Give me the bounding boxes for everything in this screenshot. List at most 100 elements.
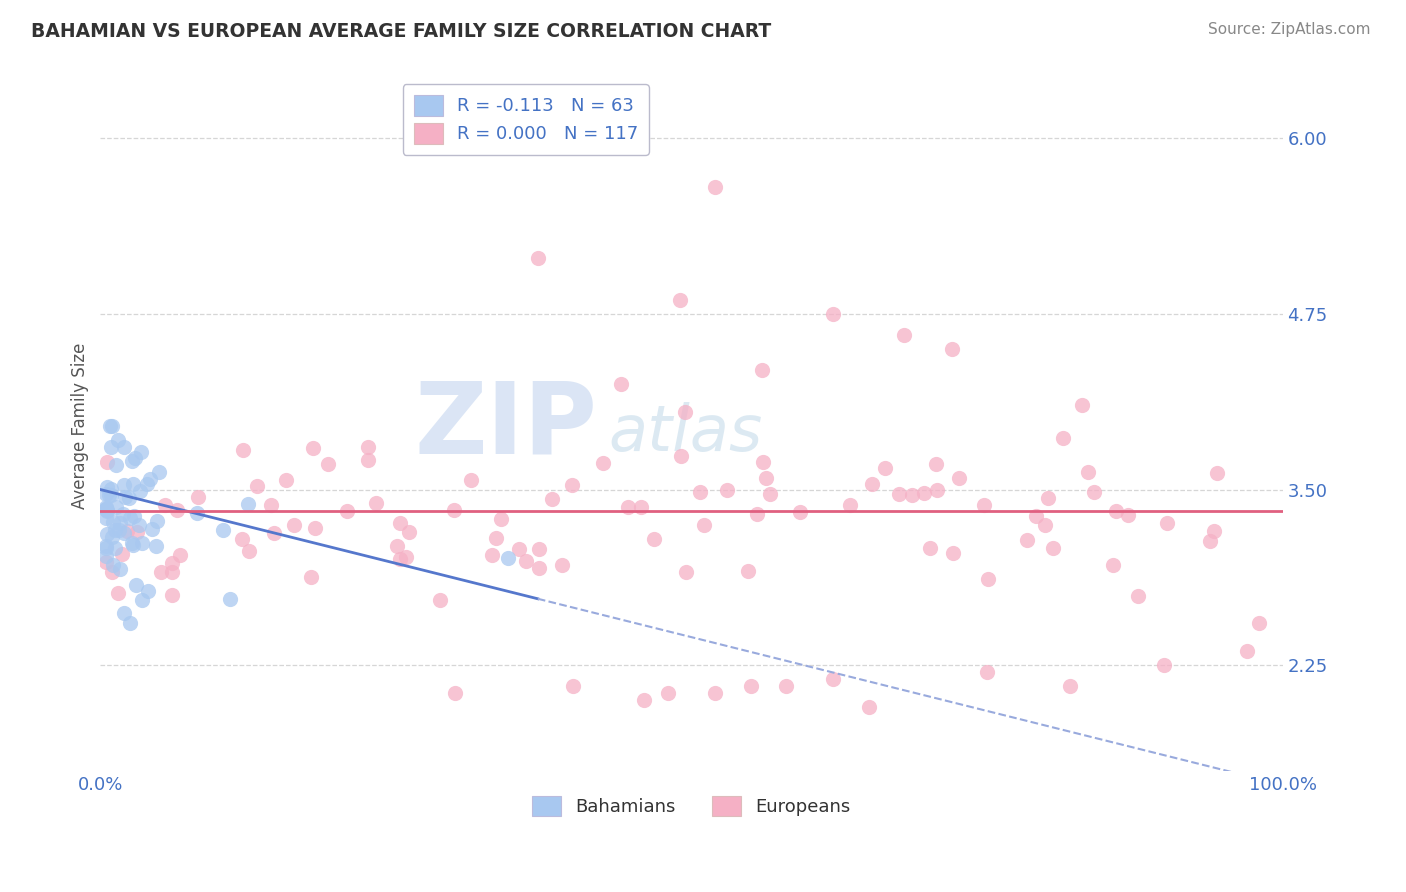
- Point: [118, 616, 141, 631]
- Point: [669, 450, 692, 464]
- Point: [304, 521, 326, 535]
- Point: [107, 434, 129, 448]
- Point: [1070, 398, 1092, 412]
- Point: [948, 471, 970, 485]
- Point: [96, 511, 118, 525]
- Point: [540, 491, 562, 506]
- Point: [398, 524, 420, 539]
- Point: [96, 503, 118, 517]
- Point: [740, 679, 762, 693]
- Point: [752, 455, 775, 469]
- Point: [633, 693, 655, 707]
- Point: [187, 490, 209, 504]
- Point: [136, 476, 159, 491]
- Point: [704, 686, 727, 700]
- Point: [1052, 431, 1074, 445]
- Point: [893, 327, 915, 342]
- Point: [389, 516, 412, 531]
- Point: [491, 511, 513, 525]
- Point: [561, 478, 583, 492]
- Point: [100, 482, 122, 496]
- Point: [96, 501, 118, 516]
- Point: [617, 500, 640, 514]
- Point: [186, 506, 208, 520]
- Point: [112, 441, 135, 455]
- Point: [260, 498, 283, 512]
- Point: [1153, 658, 1175, 673]
- Point: [111, 547, 134, 561]
- Point: [775, 679, 797, 693]
- Point: [860, 477, 883, 491]
- Point: [96, 539, 118, 553]
- Point: [120, 511, 142, 525]
- Point: [96, 502, 118, 516]
- Point: [149, 566, 172, 580]
- Point: [668, 293, 690, 307]
- Point: [148, 465, 170, 479]
- Point: [103, 515, 125, 529]
- Point: [96, 555, 118, 569]
- Point: [127, 524, 149, 539]
- Point: [96, 541, 118, 556]
- Point: [232, 443, 254, 458]
- Point: [737, 564, 759, 578]
- Point: [550, 558, 572, 572]
- Point: [100, 566, 122, 580]
- Point: [153, 498, 176, 512]
- Point: [112, 525, 135, 540]
- Point: [755, 471, 778, 485]
- Point: [675, 565, 697, 579]
- Point: [1036, 491, 1059, 505]
- Point: [98, 488, 121, 502]
- Point: [1077, 465, 1099, 479]
- Point: [1059, 679, 1081, 693]
- Point: [977, 572, 1000, 586]
- Point: [124, 451, 146, 466]
- Point: [1128, 590, 1150, 604]
- Point: [108, 516, 131, 531]
- Point: [912, 486, 935, 500]
- Point: [357, 440, 380, 454]
- Point: [121, 477, 143, 491]
- Point: [789, 504, 811, 518]
- Point: [316, 457, 339, 471]
- Point: [160, 565, 183, 579]
- Point: [976, 665, 998, 680]
- Point: [139, 472, 162, 486]
- Point: [429, 592, 451, 607]
- Point: [508, 542, 530, 557]
- Text: BAHAMIAN VS EUROPEAN AVERAGE FAMILY SIZE CORRELATION CHART: BAHAMIAN VS EUROPEAN AVERAGE FAMILY SIZE…: [31, 22, 770, 41]
- Point: [136, 583, 159, 598]
- Point: [336, 504, 359, 518]
- Point: [609, 377, 631, 392]
- Point: [121, 454, 143, 468]
- Point: [104, 541, 127, 555]
- Point: [496, 550, 519, 565]
- Point: [145, 539, 167, 553]
- Point: [166, 503, 188, 517]
- Point: [918, 541, 941, 555]
- Point: [124, 508, 146, 523]
- Point: [107, 523, 129, 537]
- Point: [96, 455, 118, 469]
- Point: [901, 488, 924, 502]
- Point: [716, 483, 738, 497]
- Point: [1102, 558, 1125, 573]
- Point: [759, 486, 782, 500]
- Point: [238, 543, 260, 558]
- Point: [1236, 644, 1258, 658]
- Point: [1199, 534, 1222, 549]
- Point: [873, 461, 896, 475]
- Point: [112, 607, 135, 621]
- Point: [104, 524, 127, 538]
- Point: [96, 480, 118, 494]
- Point: [302, 441, 325, 455]
- Point: [443, 503, 465, 517]
- Point: [1042, 541, 1064, 555]
- Point: [115, 524, 138, 538]
- Point: [444, 686, 467, 700]
- Point: [925, 458, 948, 472]
- Point: [1017, 533, 1039, 548]
- Point: [283, 518, 305, 533]
- Point: [485, 531, 508, 545]
